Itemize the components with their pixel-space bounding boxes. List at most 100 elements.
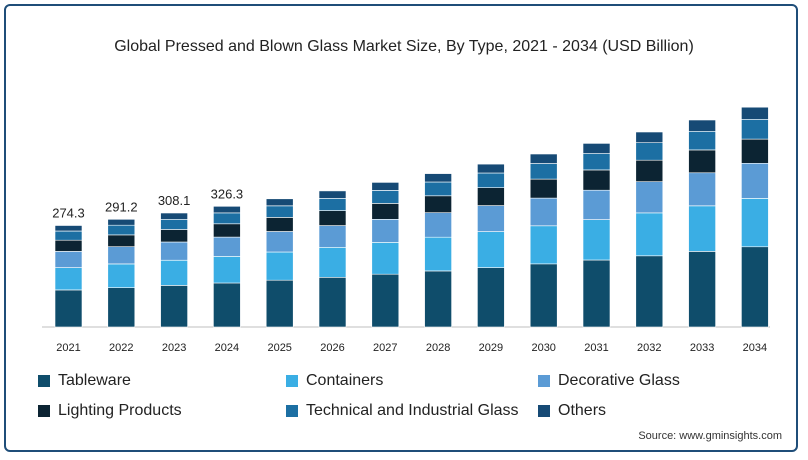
bar-segment-2021-decorative-glass — [54, 251, 83, 268]
bar-segment-2026-others — [318, 190, 347, 199]
total-label-2021: 274.3 — [52, 206, 85, 221]
bar-segment-2031-lighting-products — [582, 169, 611, 191]
bar-segment-2031-containers — [582, 219, 611, 261]
bar-segment-2025-others — [265, 198, 294, 207]
bar-segment-2031-tableware — [582, 259, 611, 328]
total-label-2022: 291.2 — [105, 199, 138, 214]
bar-segment-2029-lighting-products — [477, 187, 505, 206]
bar-segment-2029-containers — [477, 231, 505, 268]
legend: Tableware Containers Decorative Glass Light… — [38, 370, 778, 422]
chart-frame — [4, 4, 798, 452]
bar-segment-2023-containers — [160, 259, 188, 286]
bar-segment-2034-others — [741, 106, 769, 120]
bar-segment-2033-tableware — [688, 251, 716, 328]
bar-segment-2022-decorative-glass — [107, 246, 136, 265]
bar-segment-2027-tableware — [371, 273, 400, 328]
legend-swatch — [538, 405, 550, 417]
legend-swatch — [286, 405, 298, 417]
legend-item-others: Others — [538, 400, 778, 422]
bar-segment-2028-containers — [424, 236, 452, 272]
legend-item-decorative-glass: Decorative Glass — [538, 370, 778, 392]
bar-segment-2029-decorative-glass — [477, 205, 505, 232]
bar-segment-2027-containers — [371, 242, 400, 275]
bar-segment-2030-tableware — [529, 263, 558, 328]
bar-segment-2029-tableware — [477, 267, 505, 328]
bar-segment-2025-lighting-products — [265, 217, 294, 232]
bar-segment-2029-others — [477, 163, 505, 174]
x-tick-2029: 2029 — [479, 342, 503, 354]
bar-segment-2021-lighting-products — [54, 239, 83, 252]
total-labels-group: 274.3 291.2 308.1 326.3 — [52, 186, 243, 220]
bar-segment-2025-decorative-glass — [265, 231, 294, 253]
bar-segment-2033-decorative-glass — [688, 172, 716, 207]
bar-segment-2021-technical-and-industrial-glass — [54, 230, 83, 241]
x-tick-2024: 2024 — [215, 342, 239, 354]
x-tick-2025: 2025 — [267, 342, 291, 354]
legend-label: Others — [558, 402, 607, 419]
source-note: Source: www.gminsights.com — [638, 430, 782, 442]
bar-segment-2032-decorative-glass — [635, 181, 664, 214]
legend-label: Decorative Glass — [558, 372, 680, 389]
legend-label: Tableware — [58, 372, 131, 389]
bar-segment-2028-lighting-products — [424, 195, 452, 214]
legend-swatch — [286, 375, 298, 387]
x-tick-2027: 2027 — [373, 342, 397, 354]
bar-segment-2030-technical-and-industrial-glass — [529, 163, 558, 180]
legend-item-technical-and-industrial-glass: Technical and Industrial Glass — [286, 400, 538, 422]
legend-item-lighting-products: Lighting Products — [38, 400, 286, 422]
x-tick-2023: 2023 — [162, 342, 186, 354]
bar-segment-2030-decorative-glass — [529, 197, 558, 227]
x-tick-2034: 2034 — [743, 342, 767, 354]
bar-segment-2022-lighting-products — [107, 234, 136, 247]
bar-segment-2024-technical-and-industrial-glass — [213, 212, 241, 225]
bar-segment-2032-others — [635, 131, 664, 143]
bar-segment-2032-tableware — [635, 255, 664, 328]
legend-swatch — [538, 375, 550, 387]
legend-label: Lighting Products — [58, 402, 182, 419]
bar-segment-2023-technical-and-industrial-glass — [160, 219, 188, 230]
bar-segment-2033-containers — [688, 205, 716, 252]
total-label-2024: 326.3 — [211, 186, 244, 201]
bar-segment-2023-decorative-glass — [160, 241, 188, 261]
x-tick-2026: 2026 — [320, 342, 344, 354]
bar-segment-2034-tableware — [741, 246, 769, 328]
bar-segment-2031-technical-and-industrial-glass — [582, 153, 611, 171]
bar-segment-2025-containers — [265, 251, 294, 281]
bar-segment-2026-containers — [318, 247, 347, 278]
bar-segment-2024-tableware — [213, 282, 241, 328]
legend-item-tableware: Tableware — [38, 370, 286, 392]
x-tick-2030: 2030 — [531, 342, 555, 354]
legend-label: Technical and Industrial Glass — [306, 402, 519, 419]
bar-segment-2028-decorative-glass — [424, 212, 452, 238]
bar-segment-2032-lighting-products — [635, 159, 664, 182]
bar-segment-2026-technical-and-industrial-glass — [318, 198, 347, 211]
bar-segment-2034-containers — [741, 198, 769, 248]
bar-segment-2027-others — [371, 182, 400, 191]
bars-group — [54, 106, 769, 328]
bar-segment-2027-technical-and-industrial-glass — [371, 190, 400, 204]
bar-segment-2022-tableware — [107, 287, 136, 328]
bar-segment-2022-containers — [107, 263, 136, 289]
bar-segment-2022-others — [107, 219, 136, 226]
bar-segment-2032-containers — [635, 212, 664, 257]
x-tick-2032: 2032 — [637, 342, 661, 354]
bar-segment-2024-others — [213, 206, 241, 214]
bar-segment-2025-technical-and-industrial-glass — [265, 205, 294, 218]
bar-segment-2028-technical-and-industrial-glass — [424, 181, 452, 197]
legend-item-containers: Containers — [286, 370, 538, 392]
bar-segment-2026-decorative-glass — [318, 225, 347, 248]
bar-segment-2033-technical-and-industrial-glass — [688, 131, 716, 151]
bar-segment-2025-tableware — [265, 279, 294, 328]
x-tick-2021: 2021 — [56, 342, 80, 354]
bar-segment-2023-tableware — [160, 285, 188, 328]
bar-segment-2034-decorative-glass — [741, 162, 769, 199]
bar-segment-2034-technical-and-industrial-glass — [741, 119, 769, 140]
bar-segment-2034-lighting-products — [741, 138, 769, 164]
bar-segment-2021-others — [54, 225, 83, 232]
bar-segment-2027-decorative-glass — [371, 219, 400, 243]
x-tick-labels-group: 2021 2022 2023 2024 2025 2026 2027 2028 2029 2030… — [56, 342, 767, 354]
bar-segment-2029-technical-and-industrial-glass — [477, 172, 505, 188]
x-tick-2033: 2033 — [690, 342, 714, 354]
bar-segment-2024-containers — [213, 256, 241, 284]
